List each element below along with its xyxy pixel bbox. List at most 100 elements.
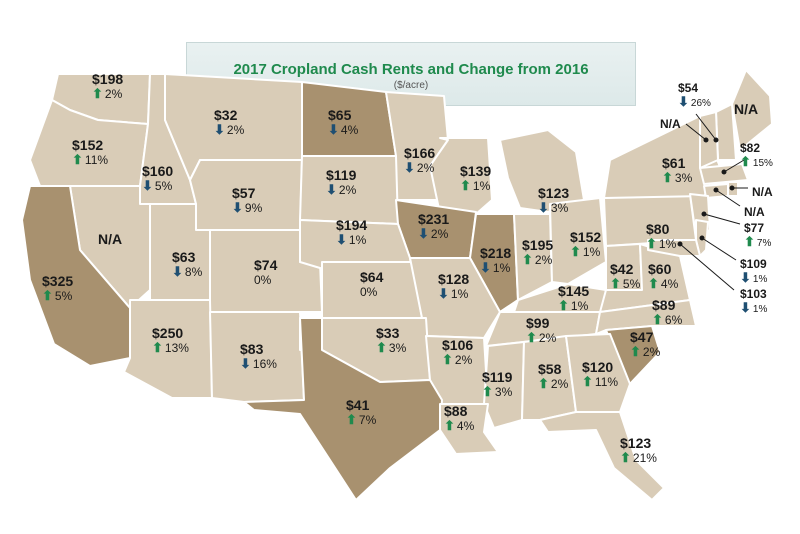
map-title: 2017 Cropland Cash Rents and Change from… xyxy=(233,61,589,78)
state-value: $57 xyxy=(232,185,256,201)
state-oh xyxy=(549,197,607,285)
state-value: $32 xyxy=(214,107,238,123)
state-label-ok: $33 ⬆ 3% xyxy=(376,326,406,356)
state-value: $82 xyxy=(740,141,761,155)
state-change: ⬆ 2% xyxy=(522,251,552,268)
state-change: ⬆ 11% xyxy=(582,373,618,390)
state-value: $250 xyxy=(152,325,184,341)
state-change: ⬆ 6% xyxy=(652,311,682,328)
change-percent: 1% xyxy=(582,245,601,259)
arrow-down-icon: ⬇ xyxy=(404,160,415,175)
arrow-down-icon: ⬇ xyxy=(328,122,339,137)
state-value: $119 xyxy=(326,167,357,183)
state-label-ma: $82 ⬆ 15% xyxy=(740,142,773,170)
state-value: $74 xyxy=(254,257,278,273)
change-percent: 4% xyxy=(456,419,475,433)
state-value: $89 xyxy=(652,297,676,313)
change-percent: 16% xyxy=(252,357,277,371)
state-label-id: $160 ⬇ 5% xyxy=(142,164,173,194)
state-value: $54 xyxy=(678,81,699,95)
state-label-nj: $77 ⬆ 7% xyxy=(744,222,771,250)
arrow-up-icon: ⬆ xyxy=(538,376,549,391)
state-nh xyxy=(715,103,737,161)
state-label-nm: $83 ⬇ 16% xyxy=(240,342,277,372)
change-percent: 1% xyxy=(450,287,469,301)
state-label-in: $195 ⬆ 2% xyxy=(522,238,553,268)
state-label-wi: $139 ⬆ 1% xyxy=(460,164,491,194)
change-percent: 6% xyxy=(664,313,683,327)
state-change: ⬆ 2% xyxy=(442,351,472,368)
state-value: N/A xyxy=(734,101,759,117)
state-label-co: $74 0% xyxy=(254,258,277,288)
arrow-up-icon: ⬆ xyxy=(482,384,493,399)
state-change: ⬆ 7% xyxy=(744,233,771,250)
change-percent: 3% xyxy=(388,341,407,355)
state-change: ⬇ 8% xyxy=(172,263,202,280)
arrow-down-icon: ⬇ xyxy=(336,232,347,247)
state-change: ⬆ 15% xyxy=(740,153,773,170)
leader-line-de xyxy=(701,237,737,261)
state-change: ⬇ 3% xyxy=(538,199,568,216)
change-percent: 8% xyxy=(184,265,203,279)
state-tx xyxy=(243,317,443,501)
state-value: $58 xyxy=(538,361,562,377)
leader-line-md xyxy=(679,243,735,291)
change-percent: 1% xyxy=(348,233,367,247)
state-value: $152 xyxy=(72,137,104,153)
change-percent: 4% xyxy=(340,123,359,137)
state-change: ⬇ 2% xyxy=(404,159,434,176)
state-label-ga: $120 ⬆ 11% xyxy=(582,360,618,390)
state-value: $61 xyxy=(662,155,686,171)
change-percent: 13% xyxy=(164,341,189,355)
leader-line-nh xyxy=(695,113,717,141)
state-value: $218 xyxy=(480,245,512,261)
leader-dot-ri xyxy=(729,185,735,191)
state-change: ⬆ 1% xyxy=(460,177,490,194)
change-percent: 2% xyxy=(416,161,435,175)
state-value: $325 xyxy=(42,273,74,289)
state-value: $64 xyxy=(360,269,384,285)
state-label-pa: $80 ⬆ 1% xyxy=(646,222,676,252)
state-change: ⬇ 1% xyxy=(480,259,510,276)
change-percent: 3% xyxy=(674,171,693,185)
change-percent: 21% xyxy=(632,451,657,465)
state-change: ⬆ 3% xyxy=(376,339,406,356)
state-label-fl: $123 ⬆ 21% xyxy=(620,436,657,466)
state-label-ct: N/A xyxy=(744,206,765,218)
arrow-up-icon: ⬆ xyxy=(620,450,631,465)
arrow-down-icon: ⬇ xyxy=(418,226,429,241)
state-change: ⬇ 9% xyxy=(232,199,262,216)
change-percent: 4% xyxy=(660,277,679,291)
state-value: $109 xyxy=(740,257,767,271)
state-change: ⬇ 2% xyxy=(214,121,244,138)
state-value: $33 xyxy=(376,325,400,341)
state-label-de: $109 ⬇ 1% xyxy=(740,258,767,286)
state-label-va: $60 ⬆ 4% xyxy=(648,262,678,292)
change-percent: 1% xyxy=(492,261,511,275)
state-change: ⬆ 3% xyxy=(662,169,692,186)
state-label-al: $58 ⬆ 2% xyxy=(538,362,568,392)
state-label-ne: $194 ⬇ 1% xyxy=(336,218,367,248)
arrow-up-icon: ⬆ xyxy=(610,276,621,291)
state-change: ⬆ 7% xyxy=(346,411,376,428)
state-value: $103 xyxy=(740,287,767,301)
state-change: ⬇ 5% xyxy=(142,177,172,194)
state-value: $106 xyxy=(442,337,474,353)
state-value: $88 xyxy=(444,403,468,419)
change-percent: 2% xyxy=(226,123,245,137)
arrow-up-icon: ⬆ xyxy=(376,340,387,355)
state-label-me: N/A xyxy=(734,102,758,116)
state-label-nd: $65 ⬇ 4% xyxy=(328,108,358,138)
state-value: $83 xyxy=(240,341,264,357)
state-value: $47 xyxy=(630,329,654,345)
state-change: ⬇ 1% xyxy=(740,269,767,286)
change-percent: 2% xyxy=(534,253,553,267)
arrow-up-icon: ⬆ xyxy=(152,340,163,355)
state-change: ⬆ 2% xyxy=(92,85,122,102)
arrow-down-icon: ⬇ xyxy=(480,260,491,275)
state-value: $128 xyxy=(438,271,470,287)
state-change: ⬇ 1% xyxy=(740,299,767,316)
state-il xyxy=(469,213,519,313)
change-percent: 0% xyxy=(360,285,378,299)
